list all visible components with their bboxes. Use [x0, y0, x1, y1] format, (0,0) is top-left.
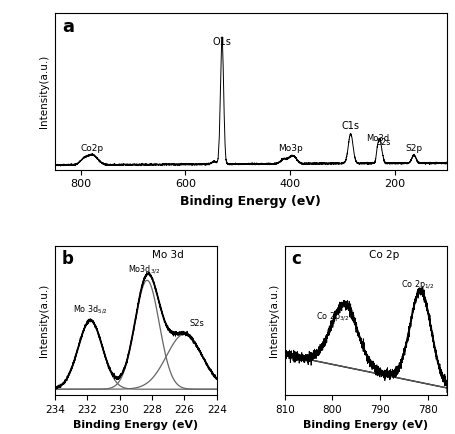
- Text: Mo3d$_{3/2}$: Mo3d$_{3/2}$: [127, 263, 160, 276]
- Text: Co 2p$_{1/2}$: Co 2p$_{1/2}$: [400, 278, 434, 291]
- Text: b: b: [61, 250, 73, 268]
- Text: O1s: O1s: [212, 37, 231, 47]
- Text: S2s: S2s: [376, 138, 390, 148]
- Text: Co 2p: Co 2p: [368, 250, 399, 260]
- Text: Mo 3d$_{5/2}$: Mo 3d$_{5/2}$: [73, 304, 107, 316]
- Text: Mo3p: Mo3p: [277, 145, 302, 153]
- Y-axis label: Intensity(a.u.): Intensity(a.u.): [39, 284, 49, 357]
- Y-axis label: Intensity(a.u.): Intensity(a.u.): [269, 284, 278, 357]
- Text: S2s: S2s: [189, 319, 204, 328]
- Text: c: c: [291, 250, 300, 268]
- Text: C1s: C1s: [341, 121, 359, 131]
- Y-axis label: Intensity(a.u.): Intensity(a.u.): [39, 55, 49, 128]
- Text: Mo3d: Mo3d: [365, 134, 389, 143]
- X-axis label: Binding Energy (eV): Binding Energy (eV): [73, 420, 198, 430]
- X-axis label: Binding Energy (eV): Binding Energy (eV): [303, 420, 428, 430]
- X-axis label: Binding Energy (eV): Binding Energy (eV): [180, 195, 320, 208]
- Text: Co 2p$_{3/2}$: Co 2p$_{3/2}$: [315, 310, 349, 322]
- Text: S2p: S2p: [404, 144, 422, 153]
- Text: a: a: [62, 18, 75, 36]
- Text: Mo 3d: Mo 3d: [152, 250, 183, 260]
- Text: Co2p: Co2p: [81, 144, 104, 153]
